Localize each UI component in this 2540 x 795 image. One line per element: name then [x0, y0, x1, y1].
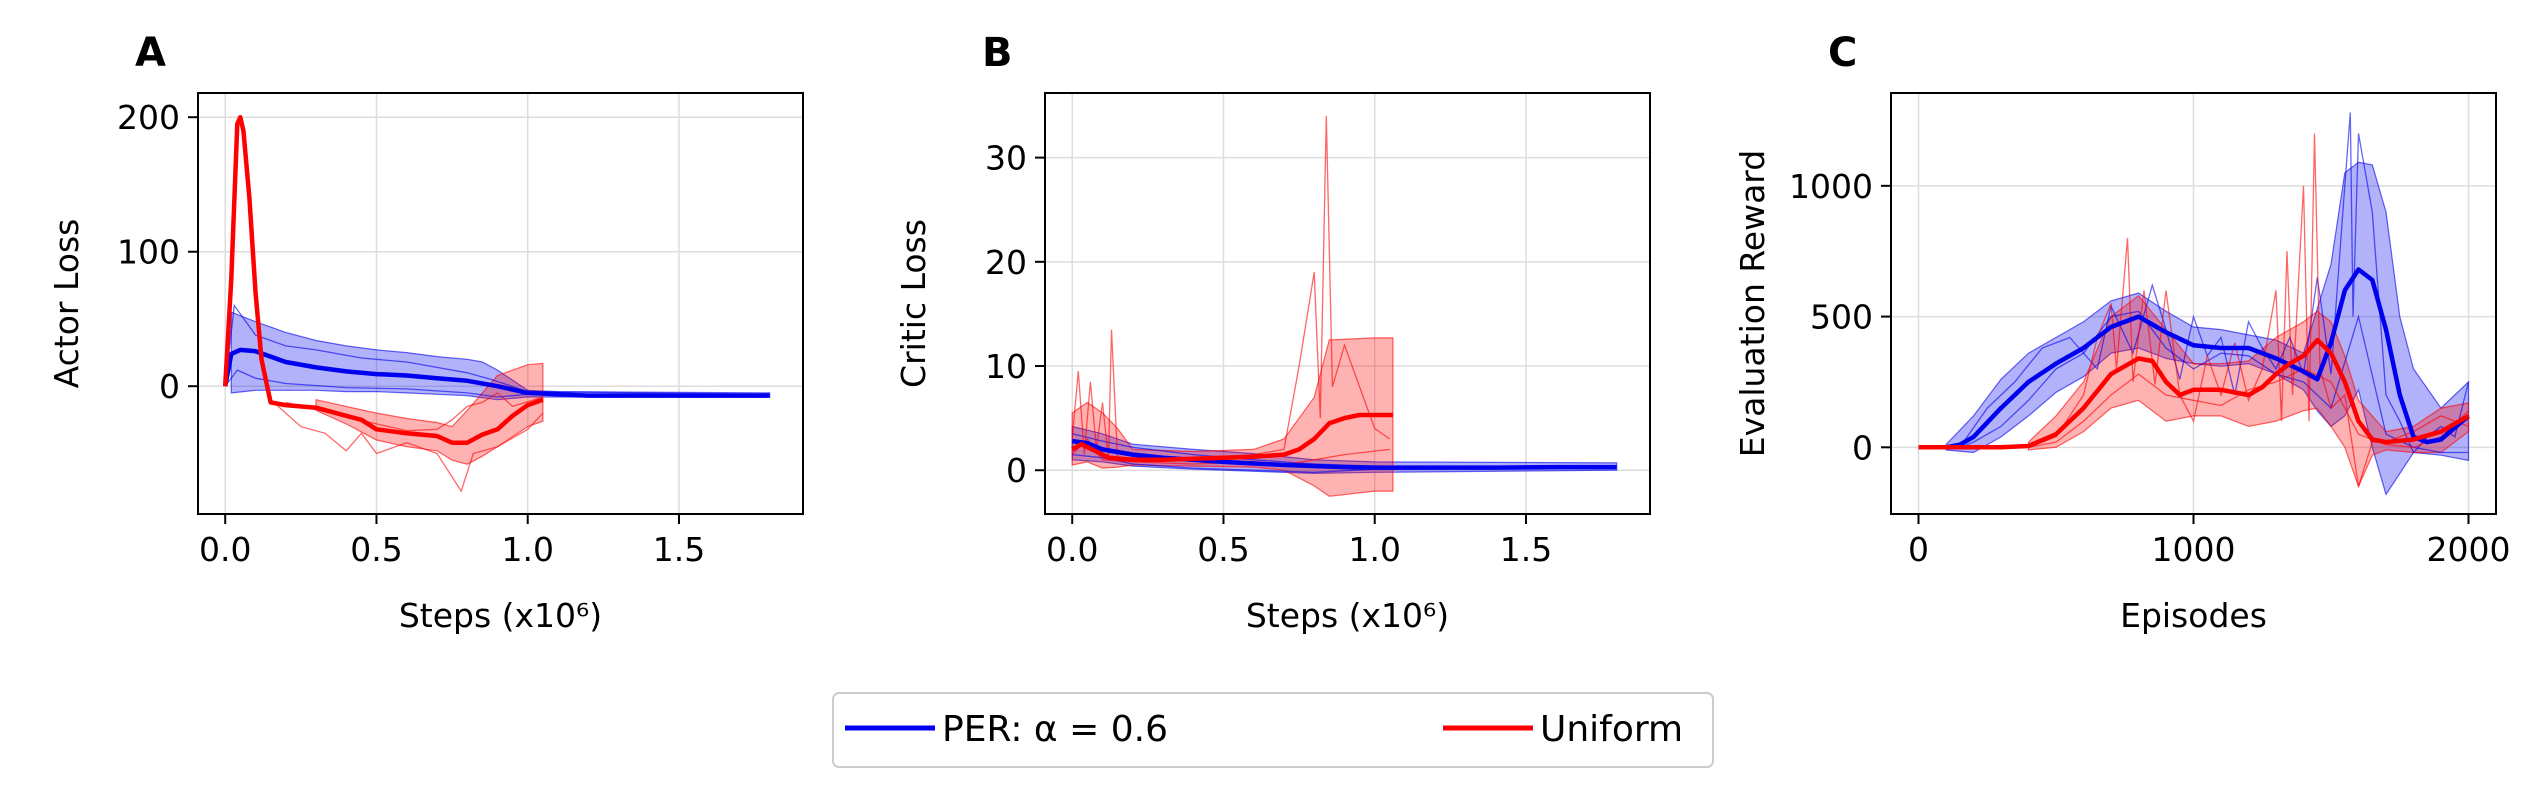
y-axis-label: Evaluation Reward — [1733, 150, 1772, 458]
y-tick-label: 100 — [117, 233, 180, 272]
mean-line-uniform — [1918, 337, 2470, 450]
axes-frame — [197, 92, 804, 515]
y-tick-label: 0 — [159, 367, 180, 406]
legend-frame — [832, 692, 1714, 768]
run-line-uniform — [2028, 368, 2469, 448]
y-tick-label: 10 — [985, 347, 1027, 386]
y-tick-label: 500 — [1810, 298, 1873, 337]
band-uniform — [2027, 294, 2470, 489]
mean-line-per — [1918, 267, 2470, 450]
legend-label-uniform: Uniform — [1540, 709, 1683, 750]
plot-area — [222, 114, 771, 493]
run-line-per — [1959, 112, 2470, 454]
panel-letter-a: A — [135, 30, 166, 76]
x-tick-label: 1.0 — [1348, 530, 1400, 569]
band-uniform — [315, 362, 544, 465]
panel-letter-c: C — [1828, 30, 1857, 76]
plot-area — [1918, 112, 2470, 496]
axes-frame — [1044, 92, 1651, 515]
y-tick-label: 200 — [117, 98, 180, 137]
x-tick-label: 0.5 — [350, 530, 402, 569]
mean-line-uniform — [1071, 412, 1393, 463]
mean-line-per — [1071, 438, 1617, 470]
panel-b: B 0.0 0.5 1.0 1.5 0 10 20 30 Steps (x10⁶) Critic … — [894, 30, 1651, 635]
x-axis-label: Episodes — [2120, 596, 2267, 635]
x-axis-label: Steps (x10⁶) — [1246, 596, 1449, 635]
y-tick-label: 30 — [985, 139, 1027, 178]
run-line-uniform — [270, 399, 544, 493]
x-tick-label: 0.5 — [1197, 530, 1249, 569]
panel-c: C 0 1000 2000 0 500 1000 Episodes Evaluation Re… — [1733, 30, 2510, 635]
x-tick-label: 1.5 — [653, 530, 705, 569]
run-line-uniform — [2028, 133, 2469, 487]
run-line-per — [224, 303, 770, 395]
y-tick-label: 0 — [1006, 451, 1027, 490]
x-tick-label: 1000 — [2152, 530, 2236, 569]
x-tick-label: 0.0 — [199, 530, 251, 569]
legend: PER: α = 0.6 Uniform — [832, 692, 1714, 768]
x-tick-label: 0.0 — [1046, 530, 1098, 569]
panel-letter-b: B — [982, 30, 1013, 76]
panel-a: A 0.0 0.5 1.0 1.5 0 100 200 Steps (x10⁶) Actor L… — [47, 30, 804, 635]
y-tick-label: 0 — [1852, 428, 1873, 467]
y-axis-label: Critic Loss — [894, 219, 933, 388]
y-tick-label: 1000 — [1789, 167, 1873, 206]
legend-label-per: PER: α = 0.6 — [942, 709, 1168, 750]
mean-line-uniform — [222, 114, 544, 445]
y-tick-label: 20 — [985, 243, 1027, 282]
plot-area — [1071, 115, 1618, 497]
x-tick-label: 1.0 — [501, 530, 553, 569]
run-line-per — [1959, 310, 2469, 454]
x-axis-label: Steps (x10⁶) — [399, 596, 602, 635]
x-tick-label: 0 — [1908, 530, 1929, 569]
y-axis-label: Actor Loss — [47, 219, 86, 389]
x-tick-label: 2000 — [2427, 530, 2511, 569]
run-line-per — [224, 369, 770, 398]
x-tick-label: 1.5 — [1500, 530, 1552, 569]
